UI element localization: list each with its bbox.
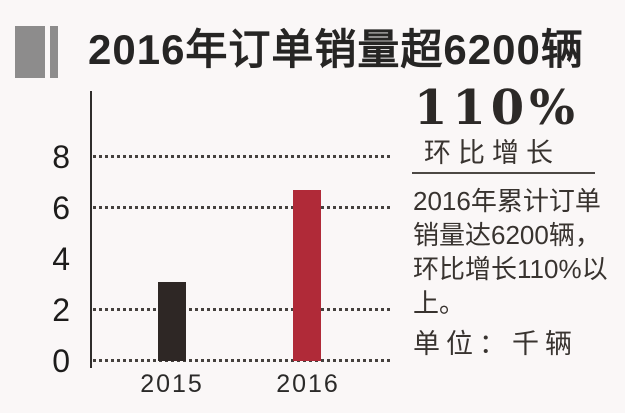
y-axis-tick: 4 (52, 241, 70, 277)
gray-stripe-icon (50, 26, 58, 78)
gridline-0 (93, 359, 390, 362)
growth-percentage: 110% (414, 80, 580, 136)
bar-2016 (293, 190, 321, 361)
y-axis-tick: 2 (52, 292, 70, 328)
gridline-6 (93, 206, 390, 209)
y-axis-tick: 6 (52, 190, 70, 226)
bar-2015 (158, 282, 186, 361)
decorative-blocks-icon (15, 26, 61, 78)
gridline-8 (93, 155, 390, 158)
y-axis-tick: 8 (52, 139, 70, 175)
page-title: 2016年订单销量超6200辆 (88, 26, 584, 73)
note-line: 上。 (413, 288, 466, 318)
note-line: 销量达6200辆， (413, 220, 601, 250)
growth-label: 环比增长 (424, 138, 560, 168)
note-line: 环比增长110%以 (413, 254, 608, 284)
unit-label: 单位：千辆 (413, 329, 578, 359)
y-axis-line (90, 91, 92, 368)
summary-note: 2016年累计订单 销量达6200辆， 环比增长110%以 上。 (413, 184, 623, 320)
divider-line (412, 172, 595, 174)
gridline-2 (93, 308, 390, 311)
y-axis-tick: 0 (52, 343, 70, 379)
x-axis-label-2015: 2015 (140, 370, 204, 398)
gray-square-icon (15, 26, 45, 78)
note-line: 2016年累计订单 (413, 186, 601, 216)
x-axis-label-2016: 2016 (276, 370, 340, 398)
